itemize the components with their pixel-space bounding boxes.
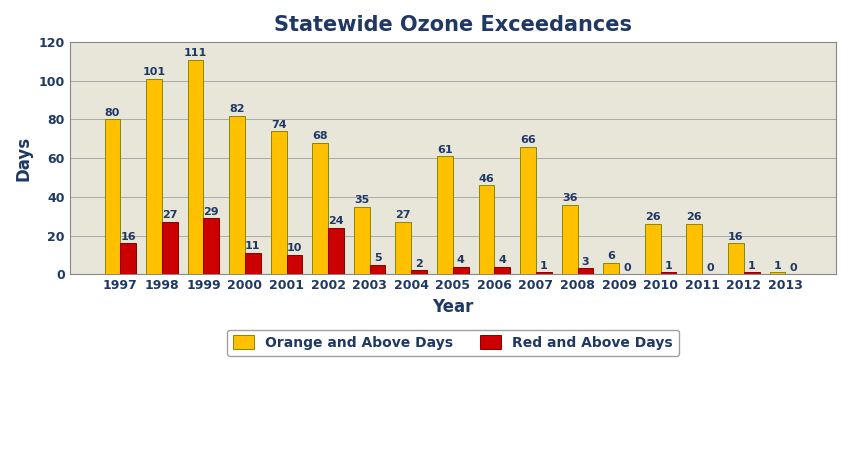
Text: 16: 16 bbox=[120, 232, 136, 242]
Bar bbox=[369, 265, 386, 274]
Text: 35: 35 bbox=[354, 195, 369, 205]
Text: 6: 6 bbox=[608, 251, 615, 261]
Text: 80: 80 bbox=[105, 108, 120, 118]
Bar bbox=[603, 263, 619, 274]
Text: 82: 82 bbox=[230, 104, 245, 114]
Bar bbox=[229, 116, 245, 274]
Text: 101: 101 bbox=[142, 68, 166, 77]
Text: 68: 68 bbox=[312, 131, 328, 141]
Bar bbox=[162, 222, 178, 274]
Text: 111: 111 bbox=[184, 48, 207, 58]
Text: 0: 0 bbox=[623, 263, 631, 273]
Text: 4: 4 bbox=[457, 255, 465, 265]
Text: 3: 3 bbox=[581, 257, 589, 267]
Bar bbox=[287, 255, 302, 274]
Text: 10: 10 bbox=[287, 243, 302, 253]
Text: 1: 1 bbox=[540, 261, 548, 271]
Legend: Orange and Above Days, Red and Above Days: Orange and Above Days, Red and Above Day… bbox=[227, 330, 678, 356]
Bar bbox=[105, 120, 120, 274]
Text: 27: 27 bbox=[162, 211, 178, 220]
Text: 29: 29 bbox=[203, 207, 220, 216]
Text: 0: 0 bbox=[706, 263, 714, 273]
Bar bbox=[396, 222, 411, 274]
Bar bbox=[437, 156, 453, 274]
Bar bbox=[271, 131, 287, 274]
Bar bbox=[146, 79, 162, 274]
Bar bbox=[328, 228, 344, 274]
Text: 4: 4 bbox=[499, 255, 506, 265]
Bar bbox=[769, 272, 785, 274]
Text: 16: 16 bbox=[728, 232, 744, 242]
Text: 1: 1 bbox=[748, 261, 756, 271]
Title: Statewide Ozone Exceedances: Statewide Ozone Exceedances bbox=[274, 15, 631, 35]
Text: 66: 66 bbox=[520, 135, 536, 145]
Text: 74: 74 bbox=[271, 120, 287, 130]
Text: 1: 1 bbox=[774, 261, 781, 271]
X-axis label: Year: Year bbox=[432, 298, 473, 316]
Text: 26: 26 bbox=[687, 212, 702, 222]
Text: 11: 11 bbox=[245, 242, 260, 252]
Bar bbox=[120, 243, 136, 274]
Bar bbox=[645, 224, 660, 274]
Bar bbox=[536, 272, 551, 274]
Text: 1: 1 bbox=[665, 261, 672, 271]
Text: 5: 5 bbox=[374, 253, 381, 263]
Text: 27: 27 bbox=[396, 211, 411, 220]
Bar bbox=[578, 269, 593, 274]
Bar bbox=[203, 218, 220, 274]
Bar bbox=[520, 147, 536, 274]
Text: 61: 61 bbox=[437, 145, 453, 155]
Bar bbox=[453, 266, 469, 274]
Bar bbox=[728, 243, 744, 274]
Y-axis label: Days: Days bbox=[15, 135, 33, 181]
Text: 2: 2 bbox=[415, 259, 423, 269]
Bar bbox=[354, 207, 369, 274]
Text: 0: 0 bbox=[790, 263, 797, 273]
Text: 46: 46 bbox=[478, 174, 494, 184]
Bar bbox=[562, 205, 578, 274]
Text: 26: 26 bbox=[645, 212, 660, 222]
Bar bbox=[312, 143, 328, 274]
Text: 24: 24 bbox=[328, 216, 344, 226]
Bar bbox=[687, 224, 702, 274]
Bar bbox=[494, 266, 511, 274]
Bar bbox=[744, 272, 760, 274]
Text: 36: 36 bbox=[562, 193, 577, 203]
Bar bbox=[245, 253, 260, 274]
Bar bbox=[660, 272, 677, 274]
Bar bbox=[411, 270, 427, 274]
Bar bbox=[478, 185, 494, 274]
Bar bbox=[187, 59, 203, 274]
